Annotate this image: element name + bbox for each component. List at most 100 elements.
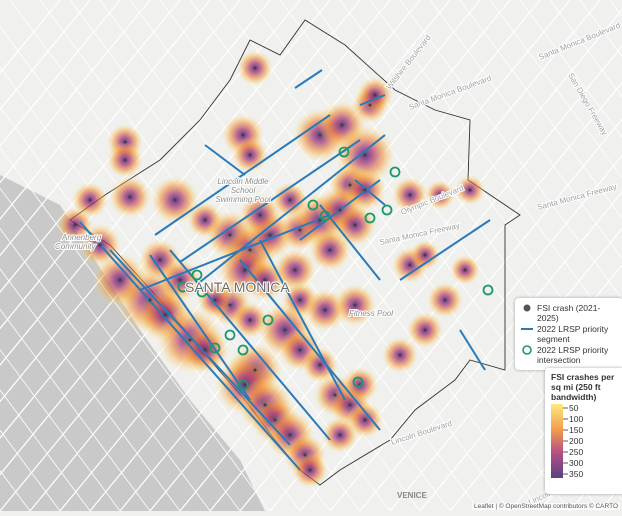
priority-intersection	[262, 314, 274, 326]
street	[0, 268, 181, 512]
priority-intersection	[209, 342, 221, 354]
colorbar-bar	[551, 404, 563, 478]
crash	[243, 268, 247, 272]
crash	[128, 195, 132, 199]
road-label: Santa Monica Boulevard	[537, 21, 621, 62]
crash	[423, 328, 427, 332]
street	[0, 0, 271, 330]
colorbar-tick-label: 250	[569, 447, 583, 457]
street	[0, 0, 121, 147]
crash	[253, 368, 257, 372]
street	[459, 0, 622, 219]
priority-intersection	[237, 344, 249, 356]
legend-swatch	[521, 324, 533, 334]
street	[449, 300, 622, 512]
street	[519, 0, 622, 138]
crash	[348, 183, 352, 187]
priority-intersection	[389, 166, 401, 178]
crash	[203, 218, 207, 222]
crash	[348, 403, 352, 407]
legend-item: 2022 LRSP priority intersection	[521, 345, 619, 365]
colorbar-tick-label: 50	[569, 403, 579, 413]
street	[419, 264, 622, 512]
legend-text: 2022 LRSP priority segment	[537, 324, 609, 344]
crash	[423, 253, 427, 257]
crash	[283, 328, 287, 332]
crash	[463, 268, 467, 272]
legend-text: 2022 LRSP priority intersection	[537, 345, 609, 365]
priority-segment	[294, 69, 323, 89]
crash	[88, 198, 92, 202]
priority-intersection	[364, 212, 376, 224]
crash	[248, 153, 252, 157]
crash	[123, 158, 127, 162]
priority-segment	[399, 219, 491, 281]
priority-segment	[109, 249, 291, 446]
street	[329, 154, 622, 512]
crash	[353, 223, 357, 227]
crash	[148, 298, 152, 302]
crash	[363, 153, 367, 157]
legend-item: 2022 LRSP priority segment	[521, 324, 619, 344]
crash	[408, 263, 412, 267]
swatch	[522, 345, 532, 355]
crash	[298, 228, 302, 232]
crash	[258, 213, 262, 217]
street	[0, 0, 211, 257]
crash	[333, 393, 337, 397]
priority-segment	[79, 221, 301, 471]
crash	[438, 193, 442, 197]
priority-intersection	[177, 281, 189, 293]
swatch	[523, 304, 531, 312]
crash	[408, 193, 412, 197]
crash	[443, 298, 447, 302]
place-label: School	[231, 186, 256, 195]
crash-swatch	[523, 304, 531, 312]
attribution: Leaflet | © OpenStreetMap contributors ©…	[472, 503, 620, 510]
place-label: Community	[55, 242, 96, 251]
priority-segment	[459, 329, 486, 371]
crash	[338, 433, 342, 437]
crash	[228, 303, 232, 307]
crash	[248, 248, 252, 252]
crash	[340, 123, 344, 127]
crash	[241, 133, 245, 137]
street	[0, 0, 241, 293]
crash	[338, 208, 342, 212]
priority-intersection	[338, 146, 350, 158]
street	[359, 191, 622, 512]
crash	[303, 453, 307, 457]
priority-segment	[239, 259, 381, 431]
crash	[293, 268, 297, 272]
street	[0, 0, 181, 220]
priority-intersection	[319, 210, 331, 222]
crash	[158, 258, 162, 262]
crash	[263, 403, 267, 407]
crash	[228, 233, 232, 237]
priority-segment	[354, 179, 386, 206]
priority-intersection	[237, 379, 249, 391]
priority-intersection	[196, 286, 208, 298]
crash	[468, 188, 472, 192]
swatch	[521, 328, 533, 330]
crash	[268, 233, 272, 237]
street	[0, 187, 241, 512]
crash	[363, 188, 367, 192]
crash	[253, 66, 257, 70]
crash	[368, 103, 372, 107]
priority-intersection	[224, 329, 236, 341]
colorbar-tick-label: 350	[569, 469, 583, 479]
colorbar-tick-label: 150	[569, 425, 583, 435]
street	[0, 0, 91, 111]
road-label: Wilshire Boulevard	[384, 33, 432, 91]
crash	[398, 353, 402, 357]
legend-text: FSI crash (2021-2025)	[537, 303, 601, 323]
street	[0, 348, 121, 512]
crash	[73, 223, 77, 227]
priority-intersection	[482, 284, 494, 296]
crash	[318, 133, 322, 137]
crash	[288, 433, 292, 437]
crash	[373, 93, 377, 97]
